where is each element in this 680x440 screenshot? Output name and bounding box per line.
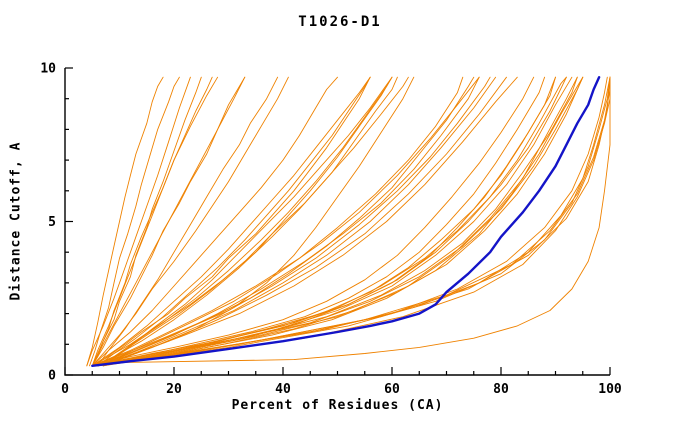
model-curve [91,76,213,367]
model-curve [108,76,611,364]
x-tick-label: 20 [166,382,182,397]
model-curve [91,76,219,367]
model-curve [86,76,191,367]
model-curve [91,76,393,367]
model-curve [97,76,546,367]
model-curve [91,76,246,367]
y-tick-label: 0 [48,369,56,384]
model-curve [91,76,480,367]
model-curve [91,76,464,367]
model-curve [91,76,371,367]
model-curve [91,76,556,367]
x-tick-label: 40 [275,382,291,397]
model-curve [97,76,518,367]
model-curve [91,76,578,367]
model-curve [91,76,289,367]
highlight-curve [91,75,601,367]
model-curve [97,76,393,367]
model-curve [97,76,491,367]
model-curve [97,76,611,367]
x-tick-label: 60 [384,382,400,397]
x-tick-label: 100 [598,382,622,397]
model-curve [97,76,398,367]
model-curve [102,76,584,367]
model-curve [91,76,535,367]
model-curve [102,76,497,367]
model-curve [86,76,164,367]
x-tick-label: 0 [61,382,69,397]
model-curve [102,76,611,367]
model-curve [91,76,409,367]
chart-title: T1026-D1 [298,14,382,30]
model-curve [91,76,202,367]
y-axis-label: Distance Cutoff, A [8,141,24,301]
model-curve [97,76,480,367]
model-curve [97,76,371,367]
model-curve [91,76,573,367]
model-curve [102,76,567,367]
x-tick-label: 80 [493,382,509,397]
x-axis-label: Percent of Residues (CA) [231,398,444,413]
axes [64,68,610,376]
model-curve [91,76,371,367]
model-curve [91,76,338,367]
model-curve [97,76,279,367]
y-tick-label: 5 [48,215,56,230]
model-curve [89,76,180,367]
model-curve [97,76,415,367]
y-tick-label: 10 [40,62,56,77]
